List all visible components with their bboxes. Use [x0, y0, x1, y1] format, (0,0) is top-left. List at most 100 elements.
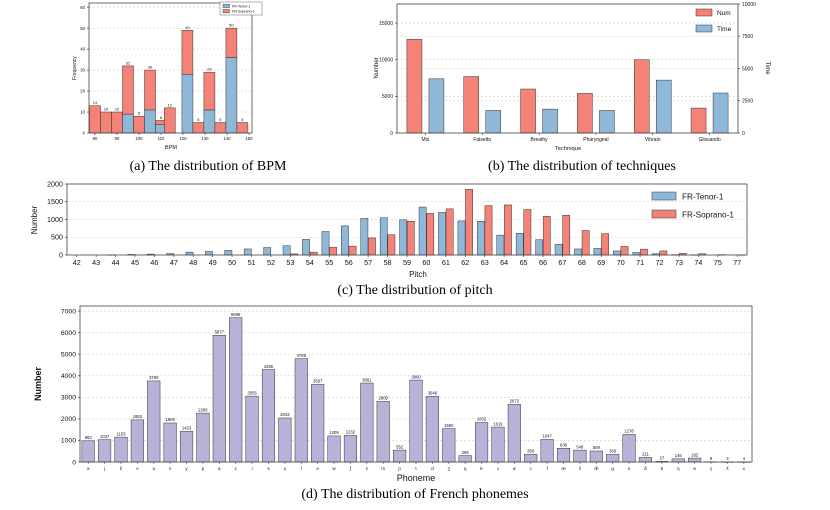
svg-text:63: 63 — [481, 258, 489, 267]
svg-text:3661: 3661 — [362, 377, 372, 382]
pitch-figure: 0 500 1000 1500 2000 Number 42 43 44 45 46 47 48 49 50… — [25, 180, 805, 299]
svg-text:FR-Soprano-1: FR-Soprano-1 — [682, 211, 734, 220]
svg-text:71: 71 — [636, 258, 644, 267]
svg-text:59: 59 — [403, 258, 411, 267]
svg-text:v: v — [136, 466, 139, 471]
svg-text:130: 130 — [201, 136, 209, 141]
svg-text:Mix: Mix — [422, 137, 430, 143]
svg-text:Vibrato: Vibrato — [645, 137, 661, 143]
svg-text:50: 50 — [229, 23, 234, 28]
phonemes-figure: 983 1037 1153 1953 3760 1809 1423 2266 5877 6696 3… — [25, 298, 805, 503]
svg-text:49: 49 — [185, 25, 190, 30]
svg-text:ç: ç — [710, 466, 713, 471]
svg-text:s: s — [267, 466, 270, 471]
svg-text:ɥ: ɥ — [464, 466, 467, 471]
svg-text:509: 509 — [593, 445, 601, 450]
svg-text:w: w — [332, 466, 336, 471]
svg-text:90: 90 — [115, 136, 120, 141]
svg-text:Pharyngeal: Pharyngeal — [583, 137, 608, 143]
svg-text:0: 0 — [83, 131, 86, 136]
svg-text:120: 120 — [179, 136, 187, 141]
svg-text:68: 68 — [578, 258, 586, 267]
svg-text:57: 57 — [364, 258, 372, 267]
svg-text:51: 51 — [248, 258, 256, 267]
svg-text:29: 29 — [207, 67, 212, 72]
svg-text:47: 47 — [170, 258, 178, 267]
techniques-caption: (b) The distribution of techniques — [488, 159, 676, 174]
svg-text:211: 211 — [642, 452, 649, 457]
svg-text:ʃ: ʃ — [349, 466, 352, 471]
svg-text:2042: 2042 — [280, 412, 290, 417]
svg-text:2000: 2000 — [47, 180, 63, 188]
svg-text:p: p — [202, 466, 205, 471]
svg-text:ɔ̃: ɔ̃ — [578, 466, 582, 471]
svg-text:61: 61 — [442, 258, 450, 267]
svg-text:0: 0 — [390, 131, 393, 137]
svg-text:3800: 3800 — [411, 374, 421, 379]
x-axis: ə j ɛ̃ v ɑ n y p a ɛ i s u l e w ʃ z m ɲ t d ʒ ɥ k ɔ ø c f œ ɔ̃ œ̃ g o ɑ̃ b… — [87, 462, 746, 483]
svg-text:1809: 1809 — [165, 417, 175, 422]
svg-text:4286: 4286 — [264, 364, 274, 369]
svg-text:500: 500 — [51, 233, 63, 242]
svg-text:ə: ə — [87, 466, 90, 471]
legend: FR-Tenor-1 FR-Soprano-1 — [651, 191, 734, 220]
svg-text:42: 42 — [73, 258, 81, 267]
svg-text:10: 10 — [104, 107, 109, 112]
svg-text:ɲ: ɲ — [397, 466, 401, 471]
svg-text:8: 8 — [138, 111, 141, 116]
svg-text:b: b — [661, 466, 664, 471]
svg-text:65: 65 — [520, 258, 528, 267]
x-axis: 80 90 100 110 120 130 140 150 BPM — [93, 133, 253, 151]
svg-text:146: 146 — [675, 453, 683, 458]
svg-text:2266: 2266 — [198, 407, 208, 412]
svg-text:66: 66 — [539, 258, 547, 267]
svg-text:d: d — [431, 466, 434, 471]
legend: Num Time — [695, 8, 732, 33]
svg-text:46: 46 — [150, 258, 158, 267]
svg-text:182: 182 — [691, 452, 699, 457]
svg-text:52: 52 — [267, 258, 275, 267]
svg-text:Number: Number — [33, 367, 43, 402]
pitch-caption: (c) The distribution of pitch — [337, 283, 493, 298]
svg-text:50: 50 — [228, 258, 236, 267]
svg-text:1232: 1232 — [346, 430, 356, 435]
svg-text:Breathy: Breathy — [530, 137, 548, 143]
svg-text:4: 4 — [743, 456, 746, 461]
y-axis: 0 10 20 30 40 50 60 Frequency — [72, 5, 89, 136]
x-axis: Mix Falsetto Breathy Pharyngeal Vibrato Gliss… — [422, 133, 721, 152]
svg-text:150: 150 — [245, 136, 253, 141]
svg-text:74: 74 — [694, 258, 702, 267]
svg-text:e: e — [316, 466, 319, 471]
svg-text:Frequency: Frequency — [72, 56, 78, 80]
svg-text:73: 73 — [675, 258, 683, 267]
bars — [406, 38, 729, 134]
svg-text:n: n — [169, 466, 172, 471]
svg-text:3760: 3760 — [149, 375, 159, 380]
svg-text:27: 27 — [660, 456, 665, 461]
svg-text:1047: 1047 — [542, 434, 552, 439]
svg-text:œ: œ — [561, 466, 566, 471]
svg-text:140: 140 — [223, 136, 231, 141]
x-axis: 42 43 44 45 46 47 48 49 50 51 52 53 54 55 56 57 58 59 60 61… — [73, 255, 741, 279]
techniques-chart: 0 5000 10000 15000 Number 0 2500 5000 7500 10000 T… — [374, 2, 770, 152]
svg-text:50: 50 — [80, 26, 85, 31]
svg-text:1209: 1209 — [329, 430, 339, 435]
svg-text:72: 72 — [656, 258, 664, 267]
svg-text:62: 62 — [461, 258, 469, 267]
svg-text:80: 80 — [93, 136, 98, 141]
svg-text:Number: Number — [30, 205, 39, 234]
svg-text:5000: 5000 — [742, 66, 753, 72]
svg-text:298: 298 — [462, 450, 470, 455]
svg-text:3046: 3046 — [428, 391, 438, 396]
svg-text:o: o — [628, 466, 631, 471]
svg-text:15000: 15000 — [379, 21, 393, 27]
svg-text:40: 40 — [80, 47, 85, 52]
svg-text:3597: 3597 — [313, 379, 323, 384]
svg-text:1278: 1278 — [624, 429, 634, 434]
svg-text:356: 356 — [609, 449, 617, 454]
svg-text:Phoneme: Phoneme — [397, 473, 436, 483]
svg-text:64: 64 — [500, 258, 508, 267]
svg-text:1000: 1000 — [47, 215, 63, 224]
svg-text:360: 360 — [527, 448, 535, 453]
